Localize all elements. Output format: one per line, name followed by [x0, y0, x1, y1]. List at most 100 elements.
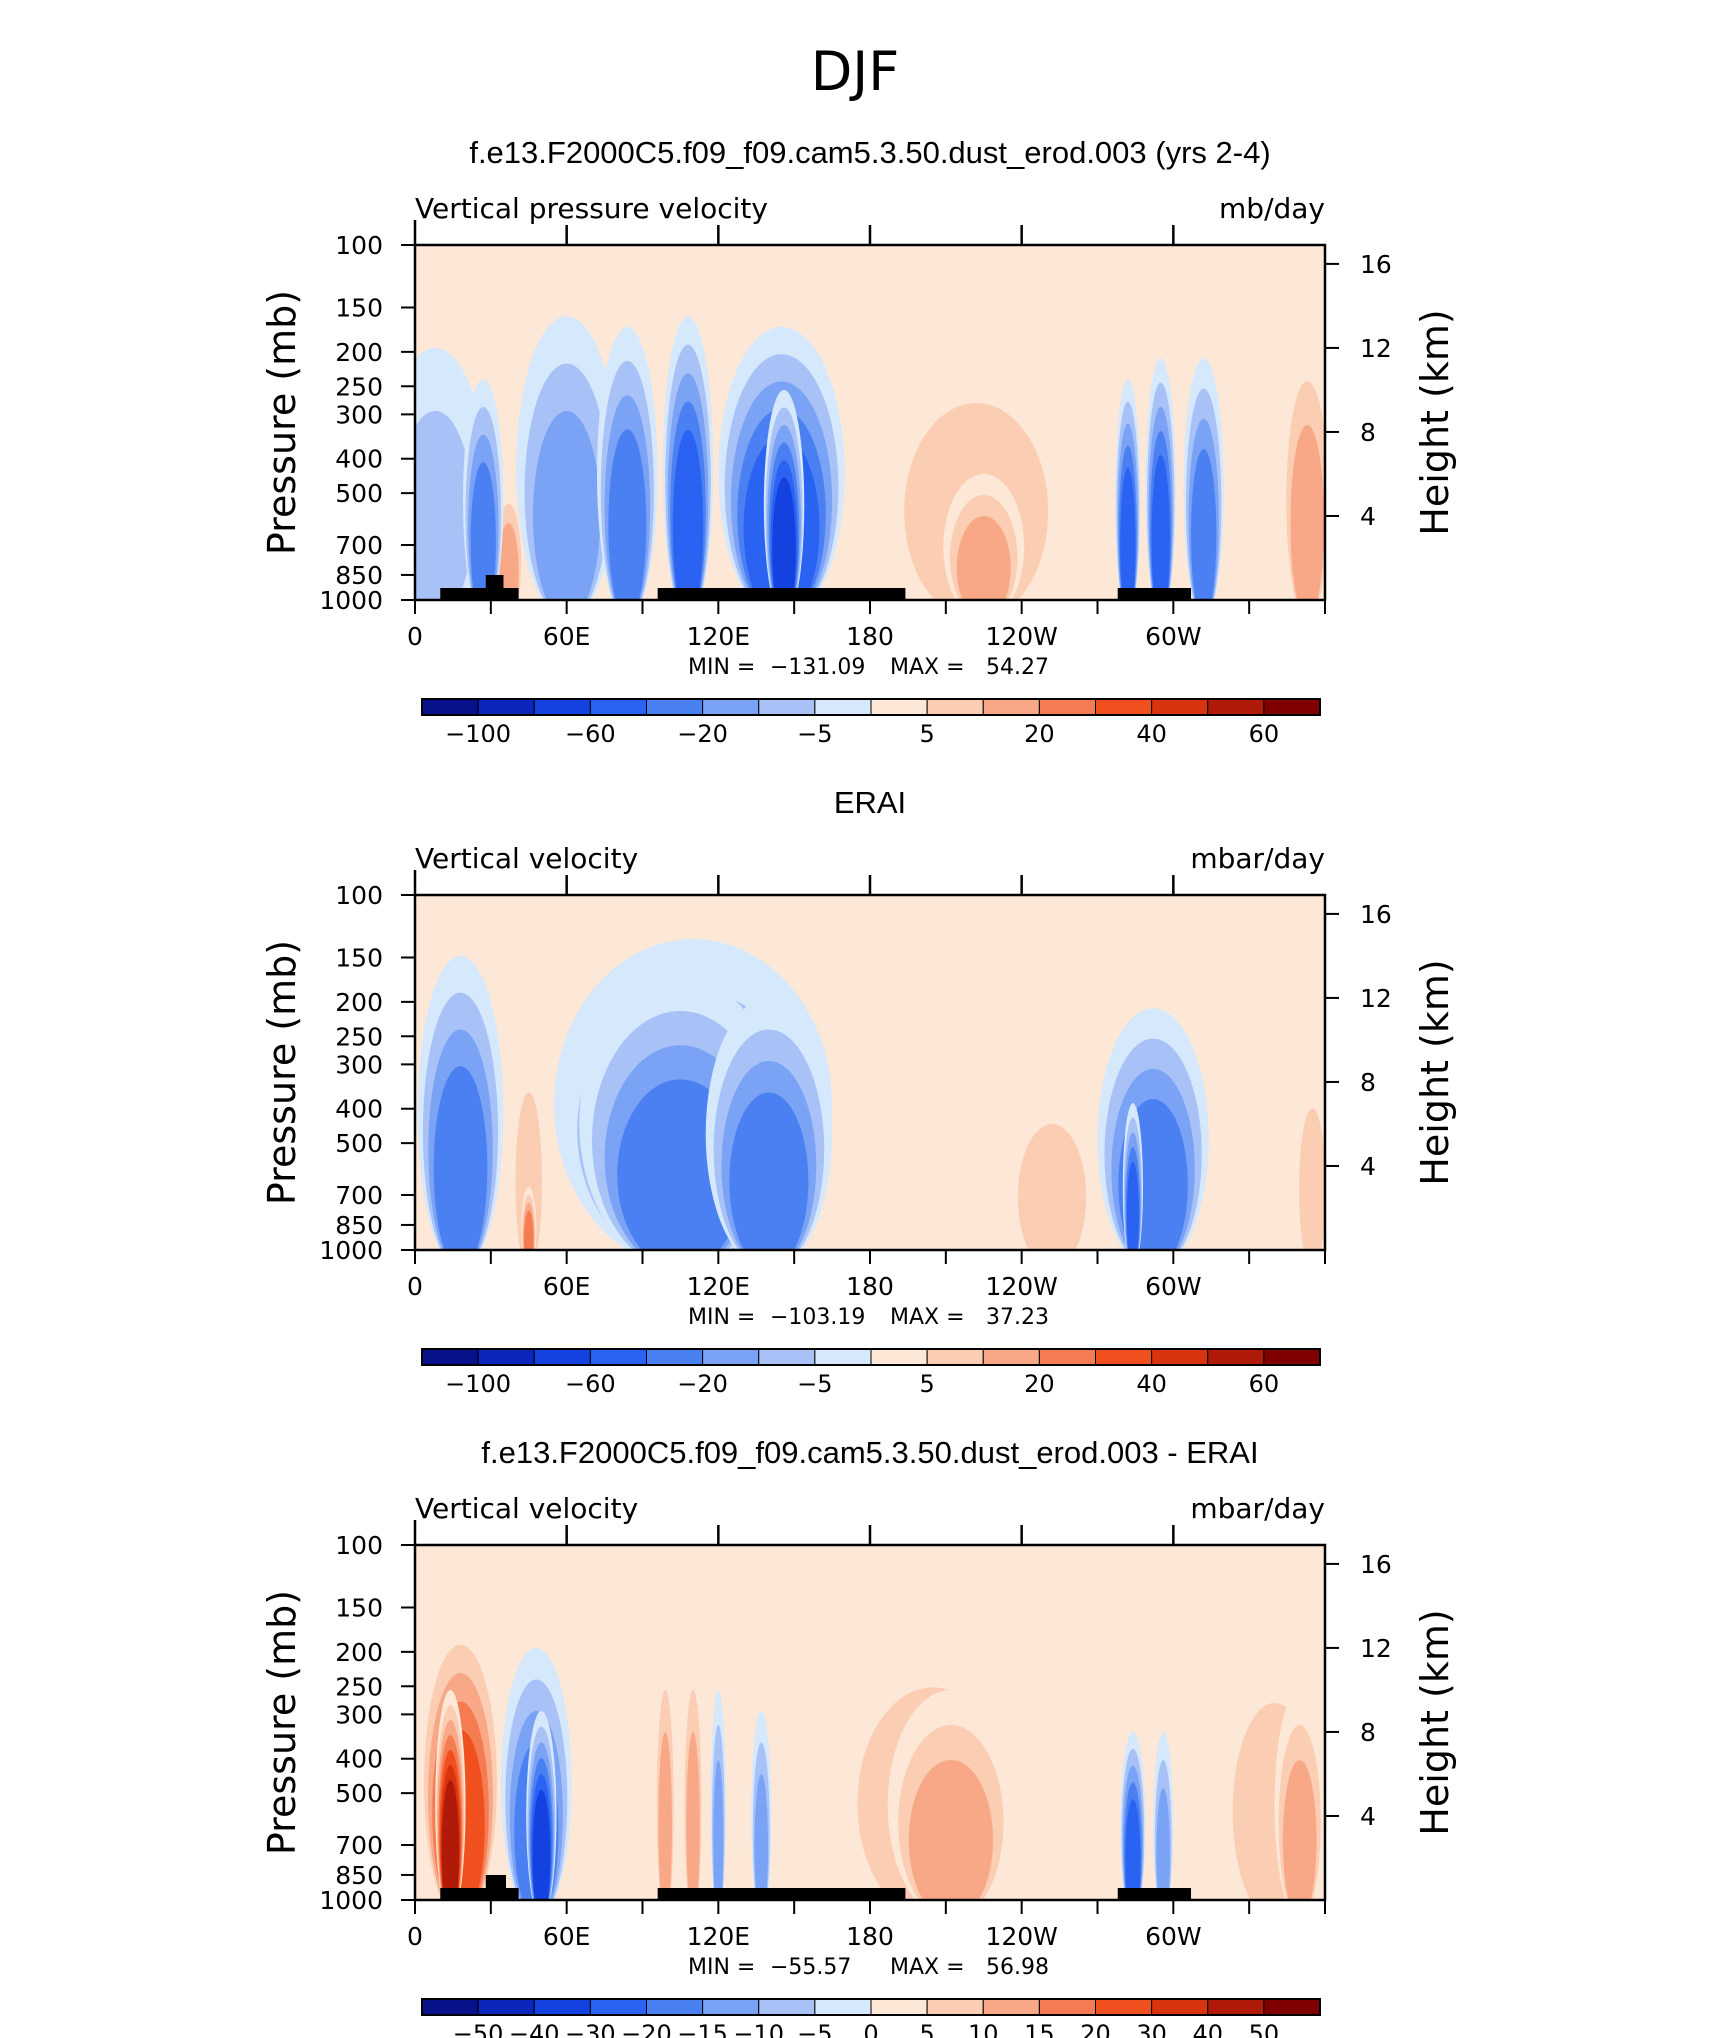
y-tick-label: 1000: [319, 1886, 383, 1915]
max-value: 37.23: [986, 1305, 1049, 1330]
colorbar-swatch: [702, 1348, 760, 1366]
y2-tick-label: 16: [1360, 1550, 1392, 1579]
y-tick-label: 100: [335, 881, 383, 910]
x-tick-label: 0: [407, 1272, 423, 1301]
colorbar-swatch: [646, 1998, 704, 2016]
colorbar-label: 50: [1249, 2020, 1280, 2038]
colorbar-swatch: [421, 1998, 479, 2016]
colorbar-swatch: [421, 698, 479, 716]
colorbar-swatch: [1207, 698, 1265, 716]
colorbar-label: 60: [1249, 720, 1280, 748]
colorbar-swatch: [1263, 1348, 1321, 1366]
min-value: −131.09: [770, 655, 865, 680]
colorbar-swatch: [814, 698, 872, 716]
y-tick-label: 250: [335, 372, 383, 401]
colorbar-swatch: [646, 1348, 704, 1366]
topography-mask: [657, 588, 906, 600]
y2-tick-label: 8: [1360, 1718, 1376, 1747]
x-tick-label: 180: [846, 1272, 894, 1301]
y-tick-label: 1000: [319, 586, 383, 615]
y-tick-label: 100: [335, 231, 383, 260]
colorbar-label: −100: [445, 1370, 511, 1398]
x-tick-label: 60E: [543, 1272, 591, 1301]
colorbar-label: −60: [565, 720, 616, 748]
y2-axis-label: Height (km): [1413, 309, 1457, 535]
x-tick-label: 60E: [543, 1922, 591, 1951]
colorbar-swatch: [477, 1998, 535, 2016]
contour-level: [1126, 1161, 1139, 1250]
heatmap-field: [415, 245, 1325, 600]
contour-level: [729, 1092, 809, 1250]
x-tick-label: 120W: [985, 1922, 1057, 1951]
min-value: −55.57: [770, 1955, 851, 1980]
contour-level: [532, 410, 601, 600]
y2-tick-label: 4: [1360, 1152, 1376, 1181]
max-value: 56.98: [986, 1955, 1049, 1980]
y-tick-label: 700: [335, 1181, 383, 1210]
y-tick-label: 400: [335, 1745, 383, 1774]
y-tick-label: 200: [335, 988, 383, 1017]
y2-tick-label: 12: [1360, 334, 1392, 363]
colorbar-label: −10: [733, 2020, 784, 2038]
colorbar-label: −60: [565, 1370, 616, 1398]
y2-tick-label: 4: [1360, 502, 1376, 531]
colorbar-swatch: [870, 698, 928, 716]
y-tick-label: 250: [335, 1022, 383, 1051]
colorbar-swatch: [926, 698, 984, 716]
colorbar-label: −5: [797, 1370, 832, 1398]
contour-level: [433, 1066, 488, 1250]
topography-mask: [485, 1875, 506, 1900]
colorbar-swatch: [926, 1348, 984, 1366]
topography-mask: [485, 575, 504, 600]
contour-level: [658, 1731, 672, 1900]
heatmap-field: [415, 1545, 1325, 1900]
contour-level: [532, 1789, 551, 1900]
panel-left-label: Vertical pressure velocity: [415, 192, 768, 225]
colorbar-swatch: [702, 1998, 760, 2016]
colorbar-label: 5: [919, 2020, 934, 2038]
colorbar-swatch: [1038, 698, 1096, 716]
colorbar-label: 0: [863, 2020, 878, 2038]
colorbar-label: −20: [677, 720, 728, 748]
colorbar-label: 30: [1136, 2020, 1167, 2038]
colorbar-swatch: [1207, 1348, 1265, 1366]
y2-tick-label: 12: [1360, 984, 1392, 1013]
colorbar-label: 40: [1192, 2020, 1223, 2038]
x-tick-label: 180: [846, 622, 894, 651]
x-tick-label: 120E: [687, 1922, 751, 1951]
y-tick-label: 500: [335, 1129, 383, 1158]
colorbar-swatch: [1095, 698, 1153, 716]
y-tick-label: 300: [335, 1700, 383, 1729]
contour-level: [498, 522, 519, 600]
x-tick-label: 0: [407, 1922, 423, 1951]
x-tick-label: 60W: [1145, 622, 1202, 651]
max-label: MAX =: [890, 655, 965, 680]
colorbar-swatch: [533, 1348, 591, 1366]
colorbar-swatch: [870, 1998, 928, 2016]
panel-title: f.e13.F2000C5.f09_f09.cam5.3.50.dust_ero…: [481, 1435, 1258, 1470]
colorbar-swatch: [1095, 1998, 1153, 2016]
colorbar-label: 60: [1249, 1370, 1280, 1398]
colorbar-label: −100: [445, 720, 511, 748]
colorbar-swatch: [477, 698, 535, 716]
contour-level: [1290, 424, 1325, 600]
contour-level: [772, 477, 796, 600]
colorbar-swatch: [1263, 1998, 1321, 2016]
topography-mask: [657, 1888, 906, 1900]
colorbar-label: 5: [919, 1370, 934, 1398]
colorbar-swatch: [702, 698, 760, 716]
figure-title: DJF: [811, 40, 900, 103]
colorbar-swatch: [1151, 1348, 1209, 1366]
colorbar-swatch: [814, 1998, 872, 2016]
contour-level: [470, 462, 496, 600]
colorbar-label: −20: [621, 2020, 672, 2038]
colorbar-swatch: [982, 1998, 1040, 2016]
y-tick-label: 700: [335, 531, 383, 560]
min-label: MIN =: [688, 655, 755, 680]
max-label: MAX =: [890, 1305, 965, 1330]
colorbar-frame: [421, 1998, 1321, 2016]
contour-level: [441, 1779, 460, 1900]
min-label: MIN =: [688, 1305, 755, 1330]
x-tick-label: 60W: [1145, 1922, 1202, 1951]
